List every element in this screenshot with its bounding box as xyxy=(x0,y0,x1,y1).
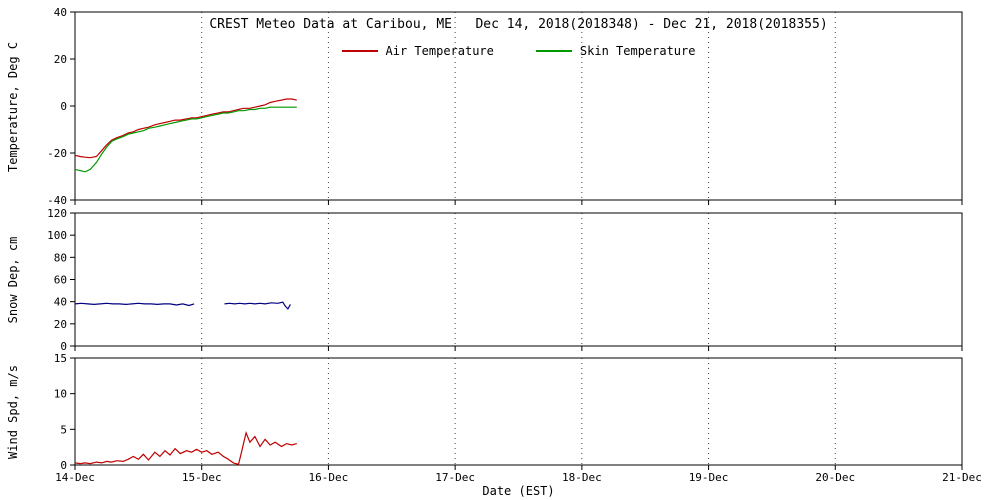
air-temperature-line xyxy=(74,98,297,159)
y-axis-label-wind-speed: Wind Spd, m/s xyxy=(6,365,20,459)
x-tick-label: 15-Dec xyxy=(182,471,222,484)
x-tick-label: 14-Dec xyxy=(55,471,95,484)
legend-item-air-temperature: Air Temperature xyxy=(341,44,494,58)
y-tick-label: 15 xyxy=(54,352,67,365)
y-tick-label: 20 xyxy=(54,318,67,331)
x-axis-label: Date (EST) xyxy=(482,484,555,498)
panel-border xyxy=(74,357,963,466)
y-tick-label: -20 xyxy=(47,147,67,160)
skin-temperature-legend-swatch xyxy=(535,50,572,52)
panel-border xyxy=(74,11,963,201)
y-tick-label: 60 xyxy=(54,274,67,287)
y-axis-label-snow-depth: Snow Dep, cm xyxy=(6,236,20,324)
x-tick-label: 16-Dec xyxy=(309,471,349,484)
y-tick-label: 0 xyxy=(60,100,67,113)
panel-border xyxy=(74,212,963,347)
y-tick-label: 40 xyxy=(54,296,67,309)
y-tick-label: 0 xyxy=(60,459,67,472)
snow-depth-line xyxy=(74,301,291,310)
y-tick-label: -40 xyxy=(47,194,67,207)
y-tick-label: 100 xyxy=(47,229,67,242)
x-tick-label: 20-Dec xyxy=(815,471,855,484)
chart-legend: Air Temperature Skin Temperature xyxy=(75,44,962,58)
y-axis-label-temperature: Temperature, Deg C xyxy=(6,41,20,172)
y-tick-label: 20 xyxy=(54,53,67,66)
x-tick-label: 18-Dec xyxy=(562,471,602,484)
x-tick-label: 19-Dec xyxy=(689,471,729,484)
skin-temperature-line xyxy=(74,106,297,173)
air-temperature-legend-swatch xyxy=(341,50,378,52)
skin-temperature-legend-label: Skin Temperature xyxy=(579,44,696,58)
air-temperature-legend-label: Air Temperature xyxy=(385,44,494,58)
legend-item-skin-temperature: Skin Temperature xyxy=(535,44,696,58)
wind-speed-line xyxy=(74,430,297,466)
x-tick-label: 21-Dec xyxy=(942,471,982,484)
y-tick-label: 10 xyxy=(54,388,67,401)
chart-title: CREST Meteo Data at Caribou, ME Dec 14, … xyxy=(209,17,828,32)
y-tick-label: 120 xyxy=(47,207,67,220)
y-tick-label: 5 xyxy=(60,423,67,436)
y-tick-label: 0 xyxy=(60,340,67,353)
y-tick-label: 40 xyxy=(54,6,67,19)
x-tick-label: 17-Dec xyxy=(435,471,475,484)
y-tick-label: 80 xyxy=(54,251,67,264)
